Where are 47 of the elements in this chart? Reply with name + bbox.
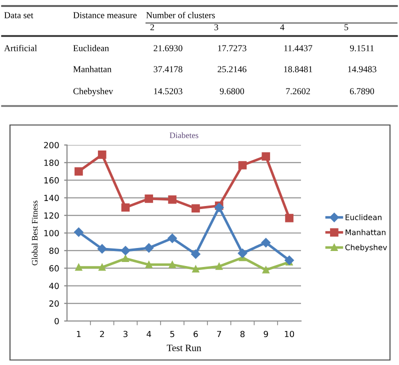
x-tick-label: 7 [217, 330, 222, 338]
y-tick-label: 140 [44, 194, 59, 202]
x-tick-label: 2 [150, 24, 154, 30]
data-label: 9.1511 [350, 45, 374, 52]
x-tick-label: 9 [264, 330, 268, 338]
y-tick-label: 160 [44, 177, 59, 184]
x-tick-label: 8 [240, 330, 245, 338]
y-tick-label: 0 [54, 318, 59, 324]
y-tick-label: 180 [44, 160, 59, 166]
data-label: 25.2146 [218, 66, 246, 72]
x-tick-label: 5 [170, 330, 174, 338]
y-tick-label: 40 [49, 282, 59, 290]
data-label: 14.5203 [154, 88, 182, 94]
y-tick-label: Chebyshev [73, 88, 114, 96]
y-tick-label: 60 [49, 265, 59, 272]
y-tick-label: Euclidean [73, 44, 109, 52]
data-label: 17.7273 [218, 45, 246, 52]
data-label: 7.2602 [286, 88, 310, 94]
x-tick-label: 6 [194, 330, 198, 338]
x-tick-label: 2 [100, 330, 104, 338]
y-tick-label: Manhattan [73, 66, 112, 72]
x-axis-title: Number of clusters [146, 12, 215, 18]
data-label: 6.7890 [350, 88, 374, 94]
data-label: 21.6930 [154, 45, 182, 52]
y-tick-label: 100 [44, 230, 59, 236]
x-tick-label: 4 [280, 24, 284, 30]
y-tick-label: 200 [44, 142, 59, 148]
x-tick-label: 5 [344, 24, 348, 30]
x-tick-label: 3 [123, 330, 128, 338]
x-tick-label: 1 [76, 330, 81, 338]
y-tick-label: 20 [49, 300, 59, 307]
text: Data set [4, 12, 34, 18]
data-label: 9.6800 [220, 88, 244, 94]
x-tick-label: 10 [284, 330, 294, 338]
x-axis-title: Test Run [166, 344, 202, 352]
data-label: 11.4437 [284, 45, 312, 52]
chart-title: Diabetes [170, 132, 198, 138]
y-tick-label: 120 [44, 212, 59, 219]
y-tick-label: 80 [49, 248, 59, 254]
data-label: 14.9483 [348, 66, 376, 72]
data-label: 37.4178 [154, 66, 182, 72]
y-axis-title: Global Best Fitness [32, 200, 38, 266]
x-tick-label: 4 [146, 330, 152, 338]
x-tick-label: 3 [214, 24, 218, 30]
text: Artificial [4, 44, 37, 52]
text: Distance measure [73, 12, 137, 18]
data-label: 18.8481 [284, 66, 312, 72]
